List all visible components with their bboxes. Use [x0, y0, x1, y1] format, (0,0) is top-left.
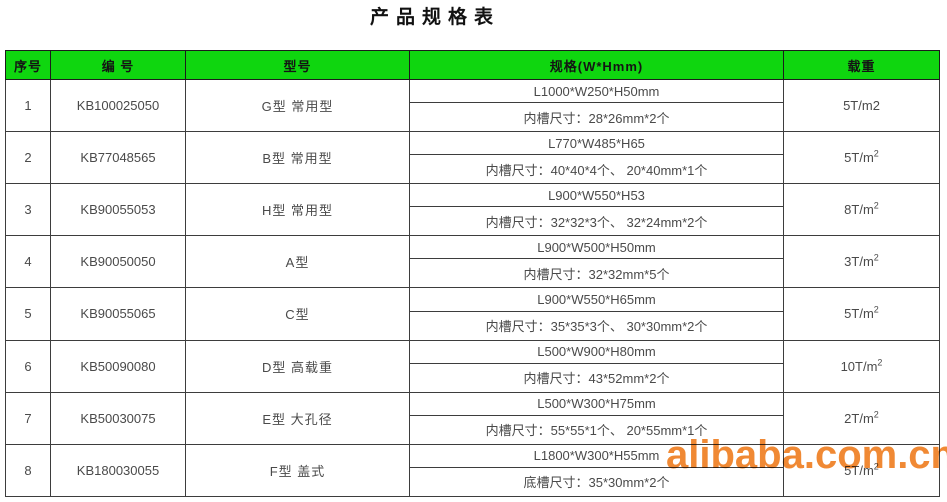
- product-code-cell: KB90050050: [50, 235, 186, 289]
- col-header-model: 型号: [185, 50, 410, 80]
- header-row: 序号 编 号 型号 规格(W*Hmm) 载重: [5, 50, 940, 80]
- load-capacity-value: 5T/m: [844, 462, 874, 478]
- table-subrow: 内槽尺寸：55*55*1个、 20*55mm*1个: [6, 414, 940, 445]
- model-cell: C型: [185, 287, 410, 341]
- col-header-code: 编 号: [50, 50, 186, 80]
- col-header-load: 载重: [783, 50, 940, 80]
- product-code-cell: KB90055065: [50, 287, 186, 341]
- spec-dimensions-cell: L1000*W250*H50mm: [409, 78, 784, 104]
- load-capacity-cell: 10T/m2: [783, 339, 940, 393]
- product-code-cell: KB180030055: [50, 443, 186, 498]
- page-title: 产品规格表: [370, 7, 501, 28]
- table-row: 7 KB50030075 E型 大孔径 L500*W300*H75mm 2T/m…: [5, 391, 940, 445]
- table-subrow: 内槽尺寸：35*35*3个、 30*30mm*2个: [6, 310, 940, 341]
- load-capacity-cell: 5T/m2: [783, 443, 940, 498]
- product-code-cell: KB50030075: [50, 391, 186, 445]
- spec-slot-cell: 内槽尺寸：40*40*4个、 20*40mm*1个: [409, 154, 784, 185]
- spec-slot-cell: 内槽尺寸：32*32*3个、 32*24mm*2个: [409, 206, 784, 237]
- load-capacity-value: 5T/m: [844, 150, 874, 166]
- model-cell: H型 常用型: [185, 183, 410, 237]
- model-cell: A型: [185, 235, 410, 289]
- spec-dimensions-cell: L1800*W300*H55mm: [409, 443, 784, 468]
- load-capacity-exponent: 2: [873, 409, 879, 420]
- table-row: 8 KB180030055 F型 盖式 L1800*W300*H55mm 5T/…: [5, 443, 940, 498]
- load-capacity-cell: 5T/m2: [783, 78, 940, 133]
- spec-slot-cell: 内槽尺寸：35*35*3个、 30*30mm*2个: [409, 310, 784, 341]
- product-code-cell: KB77048565: [50, 131, 186, 185]
- load-capacity-exponent: 2: [873, 461, 879, 472]
- watermark-text: alibaba.com.cn: [666, 433, 947, 477]
- load-capacity-value: 8T/m: [844, 202, 874, 218]
- row-index-cell: 5: [5, 287, 51, 341]
- table-subrow: 底槽尺寸：35*30mm*2个: [6, 466, 940, 498]
- model-cell: E型 大孔径: [185, 391, 410, 445]
- table-row: 2 KB77048565 B型 常用型 L770*W485*H65 5T/m2: [5, 131, 940, 185]
- load-capacity-value: 10T/m: [840, 358, 878, 374]
- col-header-spec: 规格(W*Hmm): [409, 50, 784, 80]
- model-cell: D型 高载重: [185, 339, 410, 393]
- spec-dimensions-cell: L900*W550*H65mm: [409, 287, 784, 312]
- spec-dimensions-cell: L500*W300*H75mm: [409, 391, 784, 416]
- spec-slot-cell: 内槽尺寸：55*55*1个、 20*55mm*1个: [409, 414, 784, 445]
- row-index-cell: 1: [5, 78, 51, 133]
- load-capacity-exponent: 2: [873, 200, 879, 211]
- table-header: 序号 编 号 型号 规格(W*Hmm) 载重: [5, 50, 940, 80]
- table-row: 4 KB90050050 A型 L900*W500*H50mm 3T/m2: [5, 235, 940, 289]
- model-cell: F型 盖式: [185, 443, 410, 498]
- load-capacity-exponent: 2: [873, 253, 879, 264]
- row-index-cell: 8: [5, 443, 51, 498]
- row-index-cell: 7: [5, 391, 51, 445]
- load-capacity-value: 3T/m: [844, 254, 874, 270]
- row-index-cell: 6: [5, 339, 51, 393]
- load-capacity-value: 5T/m2: [843, 98, 880, 114]
- spec-slot-cell: 内槽尺寸：28*26mm*2个: [409, 102, 784, 133]
- model-cell: G型 常用型: [185, 78, 410, 133]
- load-capacity-cell: 2T/m2: [783, 391, 940, 445]
- load-capacity-exponent: 2: [877, 357, 883, 368]
- load-capacity-value: 5T/m: [844, 306, 874, 322]
- spec-dimensions-cell: L500*W900*H80mm: [409, 339, 784, 364]
- product-spec-table: 序号 编 号 型号 规格(W*Hmm) 载重 1 KB100025050 G型 …: [5, 50, 940, 498]
- spec-slot-cell: 内槽尺寸：43*52mm*2个: [409, 362, 784, 393]
- spec-dimensions-cell: L900*W500*H50mm: [409, 235, 784, 260]
- table-subrow: 内槽尺寸：28*26mm*2个: [6, 102, 940, 133]
- load-capacity-exponent: 2: [873, 305, 879, 316]
- table-row: 3 KB90055053 H型 常用型 L900*W550*H53 8T/m2: [5, 183, 940, 237]
- spec-slot-cell: 内槽尺寸：32*32mm*5个: [409, 258, 784, 289]
- load-capacity-cell: 5T/m2: [783, 131, 940, 185]
- spec-slot-cell: 底槽尺寸：35*30mm*2个: [409, 466, 784, 498]
- load-capacity-value: 2T/m: [844, 410, 874, 426]
- model-cell: B型 常用型: [185, 131, 410, 185]
- product-code-cell: KB100025050: [50, 78, 186, 133]
- product-code-cell: KB90055053: [50, 183, 186, 237]
- table-subrow: 内槽尺寸：40*40*4个、 20*40mm*1个: [6, 154, 940, 185]
- row-index-cell: 4: [5, 235, 51, 289]
- table-row: 5 KB90055065 C型 L900*W550*H65mm 5T/m2: [5, 287, 940, 341]
- spec-dimensions-cell: L770*W485*H65: [409, 131, 784, 156]
- table-subrow: 内槽尺寸：32*32*3个、 32*24mm*2个: [6, 206, 940, 237]
- col-header-index: 序号: [5, 50, 51, 80]
- table-row: 6 KB50090080 D型 高载重 L500*W900*H80mm 10T/…: [5, 339, 940, 393]
- load-capacity-cell: 3T/m2: [783, 235, 940, 289]
- load-capacity-exponent: 2: [873, 148, 879, 159]
- row-index-cell: 2: [5, 131, 51, 185]
- table-row: 1 KB100025050 G型 常用型 L1000*W250*H50mm 5T…: [5, 78, 940, 133]
- load-capacity-cell: 5T/m2: [783, 287, 940, 341]
- spec-dimensions-cell: L900*W550*H53: [409, 183, 784, 208]
- load-capacity-cell: 8T/m2: [783, 183, 940, 237]
- table-body: 1 KB100025050 G型 常用型 L1000*W250*H50mm 5T…: [5, 78, 940, 498]
- product-code-cell: KB50090080: [50, 339, 186, 393]
- row-index-cell: 3: [5, 183, 51, 237]
